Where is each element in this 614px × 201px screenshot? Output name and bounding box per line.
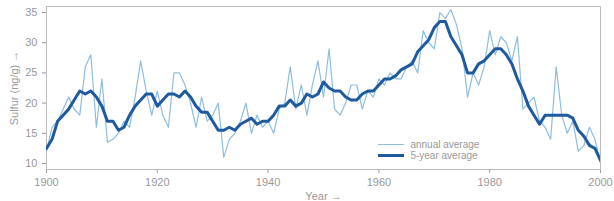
svg-text:1920: 1920 xyxy=(145,176,169,188)
svg-text:20: 20 xyxy=(25,97,37,109)
html-text:annual average: annual average xyxy=(410,139,480,150)
svg-text:1900: 1900 xyxy=(34,176,58,188)
svg-text:10: 10 xyxy=(25,157,37,169)
svg-text:1960: 1960 xyxy=(367,176,391,188)
svg-text:Year →: Year → xyxy=(305,190,341,201)
svg-text:1980: 1980 xyxy=(477,176,501,188)
svg-text:1940: 1940 xyxy=(256,176,280,188)
svg-text:30: 30 xyxy=(25,36,37,48)
svg-text:35: 35 xyxy=(25,6,37,18)
svg-text:15: 15 xyxy=(25,127,37,139)
svg-text:25: 25 xyxy=(25,66,37,78)
svg-text:Sulfur (ng/g) →: Sulfur (ng/g) → xyxy=(8,51,20,126)
svg-text:2000: 2000 xyxy=(588,176,612,188)
html-text:5-year average: 5-year average xyxy=(410,150,478,161)
